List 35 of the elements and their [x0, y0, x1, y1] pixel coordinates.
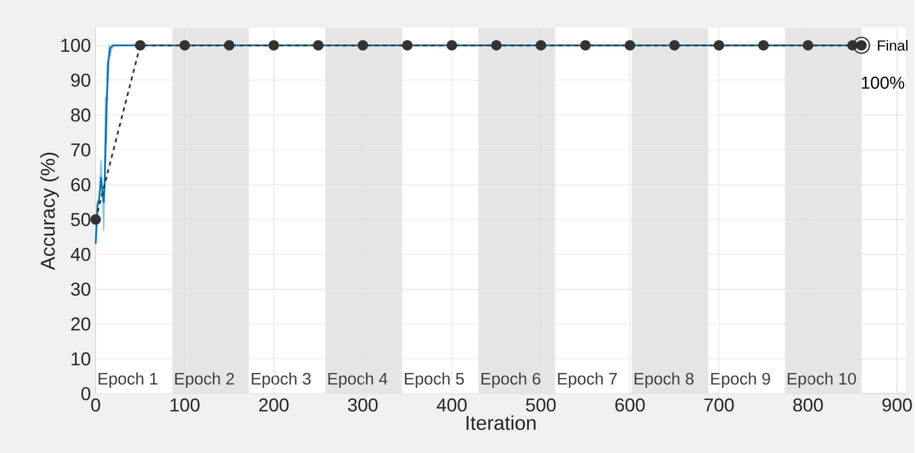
band-label: Epoch 8 [634, 372, 694, 388]
y-tick-label: 70 [71, 143, 90, 156]
band-label: Epoch 2 [175, 372, 234, 388]
y-axis-title: Accuracy (%) [40, 152, 59, 270]
x-tick-label: 300 [348, 398, 378, 412]
y-tick-label: 30 [71, 282, 90, 296]
y-tick-label: 10 [72, 352, 90, 366]
y-tick-label: 90 [71, 73, 90, 87]
y-tick-label: 20 [71, 317, 90, 330]
y-tick-label: 80 [71, 108, 90, 122]
band-label: Epoch 5 [404, 372, 464, 388]
annotation: 100% [862, 76, 904, 89]
band-label: Epoch 1 [98, 372, 158, 388]
band-label: Epoch 9 [711, 372, 770, 388]
x-axis-title: Iteration [466, 415, 536, 430]
x-tick-label: 500 [526, 398, 556, 412]
band-label: Epoch 7 [558, 372, 617, 388]
y-tick-label: 50 [71, 212, 90, 226]
x-tick-label: 900 [882, 398, 912, 412]
band-label: Epoch 3 [252, 372, 311, 388]
band-label: Epoch 6 [482, 372, 540, 388]
band-label: Epoch 4 [328, 372, 388, 388]
x-tick-label: 100 [170, 398, 200, 412]
y-tick-label: 100 [61, 38, 90, 52]
y-tick-label: 60 [71, 178, 90, 192]
x-tick-label: 0 [91, 398, 100, 412]
x-tick-label: 400 [436, 398, 467, 412]
x-tick-label: 200 [259, 398, 289, 412]
annotation: Final [878, 40, 908, 50]
y-tick-label: 40 [70, 248, 90, 261]
x-tick-label: 800 [793, 398, 823, 412]
y-tick-label: 0 [81, 386, 90, 400]
x-tick-label: 700 [704, 398, 734, 412]
x-tick-label: 600 [615, 398, 645, 412]
band-label: Epoch 10 [788, 372, 856, 388]
